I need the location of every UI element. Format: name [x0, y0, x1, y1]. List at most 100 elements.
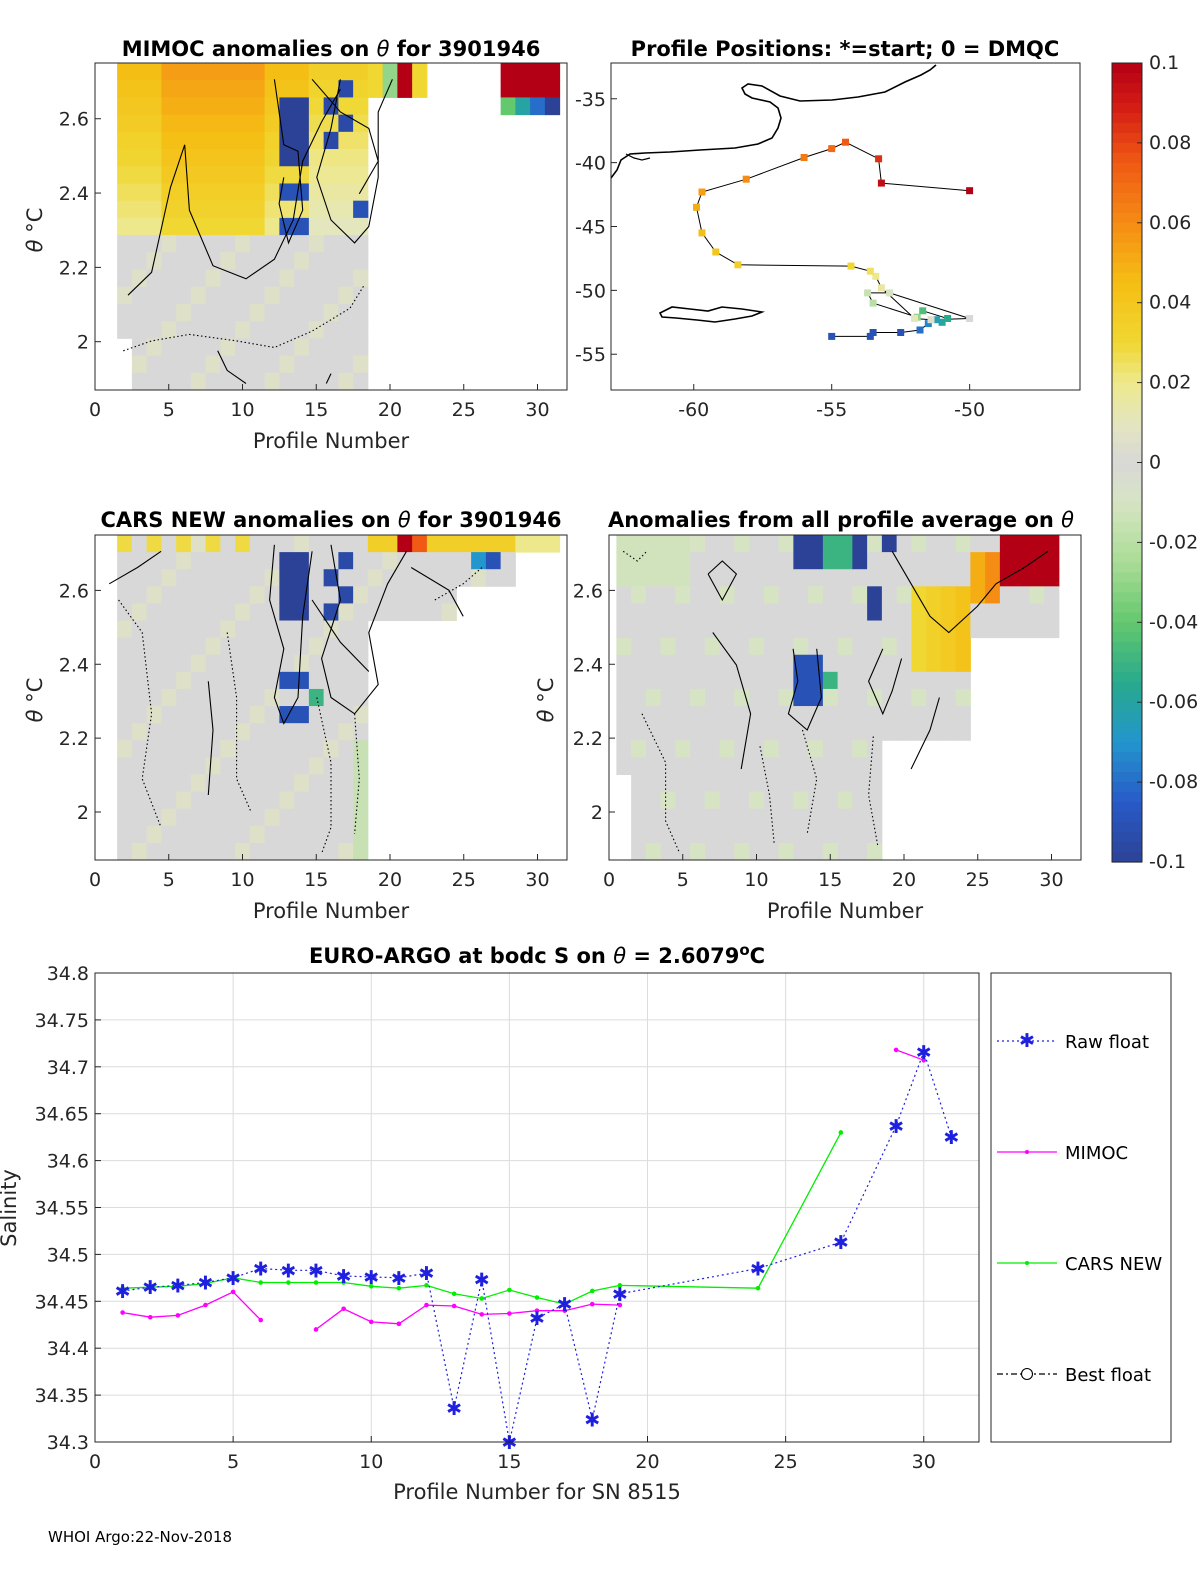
heatmap-cell — [353, 149, 369, 167]
heatmap-cell — [940, 637, 957, 656]
heatmap-cell — [896, 535, 912, 553]
colorbar-segment — [1112, 802, 1142, 813]
heatmap-cell — [264, 321, 280, 339]
heatmap-cell — [660, 535, 676, 553]
heatmap-cell — [852, 706, 868, 724]
heatmap-cell — [205, 825, 221, 844]
point-cars-new — [313, 1280, 319, 1285]
heatmap-cell — [249, 603, 266, 622]
heatmap-cell — [867, 757, 883, 775]
heatmap-cell — [719, 706, 735, 724]
heatmap-cell — [734, 706, 750, 724]
heatmap-cell — [235, 252, 251, 271]
heatmap-cell — [131, 586, 148, 604]
heatmap-cell — [338, 183, 354, 202]
colorbar-tick-label: 0.06 — [1149, 212, 1191, 234]
heatmap-cell — [176, 286, 192, 305]
heatmap-cell — [778, 569, 794, 587]
heatmap-cell — [353, 740, 369, 758]
heatmap-cell — [176, 654, 192, 673]
heatmap-cell — [926, 603, 942, 622]
heatmap-cell — [117, 791, 133, 810]
heatmap-cell — [235, 569, 251, 587]
heatmap-cell — [131, 269, 148, 288]
heatmap-cell — [515, 80, 531, 98]
heatmap-cell — [190, 637, 207, 656]
colorbar-segment — [1112, 82, 1142, 94]
heatmap-cell — [660, 842, 676, 861]
heatmap-cell — [822, 603, 839, 622]
heatmap-cell — [308, 620, 325, 639]
colorbar-segment — [1112, 372, 1142, 384]
heatmap-cell — [734, 723, 750, 741]
heatmap-cell — [235, 552, 251, 570]
heatmap-cell — [837, 535, 853, 553]
heatmap-cell — [161, 791, 177, 810]
heatmap-cell — [1029, 535, 1045, 553]
heatmap-cell — [279, 671, 295, 690]
heatmap-cell — [279, 654, 295, 673]
heatmap-cell — [161, 569, 177, 587]
contour-line — [316, 79, 393, 244]
heatmap-cell — [249, 569, 266, 587]
heatmap-cell — [308, 286, 325, 305]
heatmap-cell — [117, 654, 133, 673]
heatmap-cell — [338, 372, 354, 391]
heatmap-cell — [235, 723, 251, 741]
heatmap-cell — [837, 688, 853, 707]
heatmap-cell — [279, 131, 295, 150]
heatmap-cell — [249, 552, 266, 570]
heatmap-cell — [704, 586, 721, 604]
heatmap-cell — [235, 269, 251, 288]
heatmap-cell — [793, 637, 809, 656]
heatmap-cell — [117, 269, 133, 288]
heatmap-cell — [131, 217, 148, 236]
colorbar-gradient — [1112, 63, 1142, 863]
heatmap-cell — [631, 825, 647, 844]
colorbar-segment — [1112, 712, 1142, 723]
heatmap-cell — [146, 688, 162, 707]
point-raw-float: ✱ — [833, 1232, 849, 1254]
heatmap-cell — [970, 620, 986, 639]
point-mimoc — [562, 1308, 567, 1313]
heatmap-cell — [323, 166, 339, 184]
heatmap-cell — [353, 372, 369, 391]
heatmap-cell — [704, 791, 721, 810]
heatmap-cell — [338, 654, 354, 673]
point-cars-new — [286, 1280, 291, 1285]
heatmap-cell — [131, 688, 148, 707]
heatmap-cell — [190, 200, 207, 219]
heatmap-cell — [822, 757, 839, 775]
heatmap-cell — [793, 654, 809, 673]
heatmap-cell — [778, 842, 794, 861]
point-raw-float: ✱ — [916, 1042, 932, 1064]
heatmap-cell — [294, 740, 310, 758]
heatmap-cell — [323, 131, 339, 150]
heatmap-cell — [249, 774, 266, 793]
legend-entry-cars-new: CARS NEW — [997, 1254, 1162, 1275]
heatmap-cell — [249, 620, 266, 639]
point-raw-float: ✱ — [419, 1263, 435, 1285]
heatmap-cell — [778, 586, 794, 604]
heatmap-cell — [940, 671, 957, 690]
heatmap-cell — [911, 552, 927, 570]
heatmap-cell — [176, 303, 192, 322]
heatmap-cell — [146, 535, 162, 553]
heatmap-cell — [323, 355, 339, 374]
heatmap-cell — [117, 620, 133, 639]
heatmap-cell — [323, 535, 339, 553]
heatmap-cell — [749, 808, 765, 827]
heatmap-cell — [734, 791, 750, 810]
heatmap-cell — [205, 535, 221, 553]
heatmap-cell — [896, 603, 912, 622]
heatmap-cell — [675, 603, 691, 622]
panel-title-salinity: EURO-ARGO at bodc S on θ = 2.6079oC — [309, 941, 765, 968]
heatmap-cell — [279, 166, 295, 184]
heatmap-cell — [749, 842, 765, 861]
contour-line — [118, 599, 162, 828]
heatmap-cell — [675, 552, 691, 570]
heatmap-cell — [220, 131, 236, 150]
heatmap-cell — [1044, 569, 1060, 587]
heatmap-cell — [205, 569, 221, 587]
heatmap-cell — [117, 688, 133, 707]
